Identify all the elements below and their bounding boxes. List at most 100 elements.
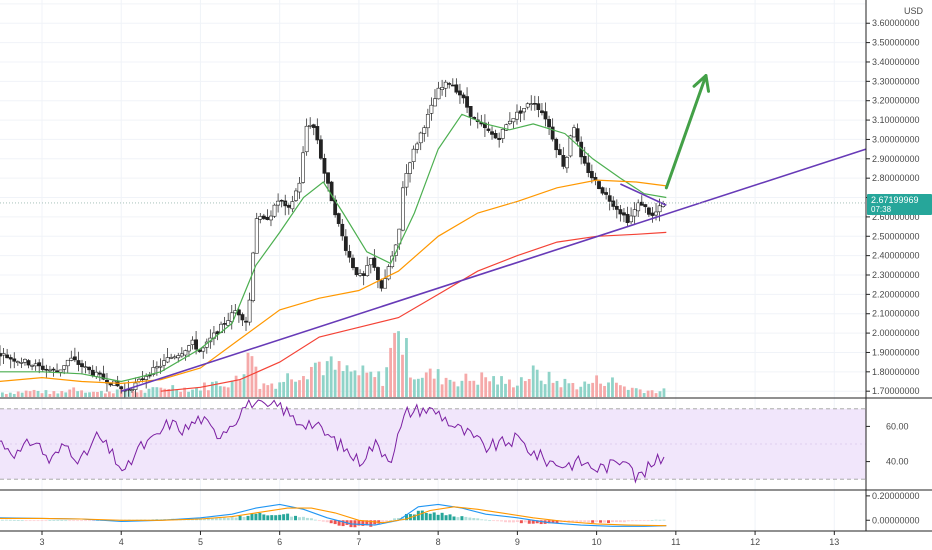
histogram-bar — [369, 520, 373, 527]
histogram-bar — [258, 512, 262, 521]
volume-bar — [286, 373, 290, 397]
currency-label: USD — [904, 6, 924, 16]
histogram-bar — [412, 514, 416, 521]
candle-body — [386, 266, 391, 280]
y-tick-label: 2.10000000 — [872, 309, 920, 319]
y-tick-label: 1.90000000 — [872, 347, 920, 357]
volume-bar — [559, 387, 563, 397]
volume-bar — [650, 390, 654, 397]
candle-body — [525, 103, 530, 108]
candle-body — [368, 258, 373, 266]
volume-bar — [500, 376, 503, 397]
candle-body — [48, 369, 52, 372]
candle-body — [493, 133, 498, 139]
candle-body — [176, 355, 181, 359]
candle-body — [72, 356, 77, 361]
candle-body — [618, 209, 623, 215]
y-tick-label: 2.40000000 — [872, 251, 920, 261]
histogram-bar — [32, 520, 36, 522]
candle-body — [411, 148, 416, 162]
candle-body — [40, 365, 45, 370]
support-trendline — [120, 148, 867, 392]
histogram-bar — [222, 517, 226, 521]
candle-body — [119, 386, 124, 390]
candle-body — [23, 358, 27, 363]
volume-bar — [313, 362, 317, 397]
volume-bar — [103, 393, 107, 397]
volume-bar — [547, 371, 551, 397]
x-tick-label: 12 — [750, 537, 760, 547]
histogram-bar — [500, 520, 504, 522]
histogram-bar — [432, 512, 436, 521]
volume-bar — [341, 371, 345, 397]
candle-body — [187, 345, 191, 352]
candle-body — [354, 267, 359, 276]
x-tick-label: 7 — [356, 537, 361, 547]
volume-bar — [127, 390, 131, 397]
volume-bar — [111, 393, 115, 397]
candle-body — [30, 365, 34, 367]
volume-bar — [68, 389, 72, 397]
histogram-bar — [484, 519, 488, 521]
candle-body — [244, 320, 248, 323]
candle-body — [383, 278, 387, 289]
volume-bar — [349, 371, 353, 397]
y-tick-label: 2.00000000 — [872, 328, 920, 338]
candle-body — [575, 128, 580, 142]
candle-body — [540, 110, 544, 114]
candle-body — [90, 369, 95, 376]
y-tick-label: 2.50000000 — [872, 231, 920, 241]
volume-bar — [8, 392, 12, 397]
candle-body — [643, 204, 648, 208]
volume-bar — [12, 393, 16, 397]
y-tick-label: 1.80000000 — [872, 367, 920, 377]
histogram-bar — [4, 519, 8, 521]
volume-bar — [16, 391, 20, 397]
candle-body — [26, 360, 31, 366]
candle-body — [336, 213, 341, 224]
candle-body — [408, 162, 412, 174]
histogram-bar — [80, 520, 84, 522]
volume-bar — [139, 390, 143, 397]
histogram-bar — [523, 520, 527, 523]
histogram-bar — [48, 520, 52, 521]
histogram-bar — [28, 520, 32, 522]
volume-bar — [424, 372, 428, 397]
candle-body — [283, 200, 288, 207]
volume-bar — [76, 391, 80, 397]
candle-body — [461, 94, 466, 99]
candle-body — [83, 366, 88, 369]
candle-body — [450, 84, 455, 87]
histogram-bar — [278, 514, 282, 521]
candle-body — [443, 81, 448, 89]
histogram-bar — [519, 520, 523, 524]
x-tick-label: 13 — [829, 537, 839, 547]
histogram-bar — [416, 510, 420, 521]
volume-bar — [290, 379, 293, 397]
volume-bar — [179, 391, 183, 397]
axes — [0, 0, 932, 535]
candle-body — [165, 357, 170, 363]
histogram-bar — [646, 520, 650, 522]
candle-body — [286, 205, 291, 208]
volume-bar — [420, 377, 424, 397]
histogram-bar — [658, 519, 662, 521]
histogram-bar — [40, 520, 44, 522]
histogram-bar — [12, 519, 16, 521]
volume-bar — [551, 382, 555, 397]
volume-bar — [401, 354, 404, 397]
volume-bar — [135, 392, 139, 397]
volume-bar — [96, 391, 99, 397]
candle-body — [290, 201, 295, 210]
volume-bar — [630, 387, 634, 397]
histogram-bar — [595, 520, 599, 522]
y-tick-label: 3.00000000 — [872, 134, 920, 144]
candle-body — [347, 251, 352, 258]
volume-bar — [298, 380, 301, 397]
candle-body — [311, 124, 316, 128]
histogram-bar — [206, 517, 210, 521]
histogram-bar — [393, 518, 397, 521]
volume-bar — [333, 369, 337, 397]
volume-bar — [84, 392, 87, 397]
volume-bar — [452, 381, 456, 397]
